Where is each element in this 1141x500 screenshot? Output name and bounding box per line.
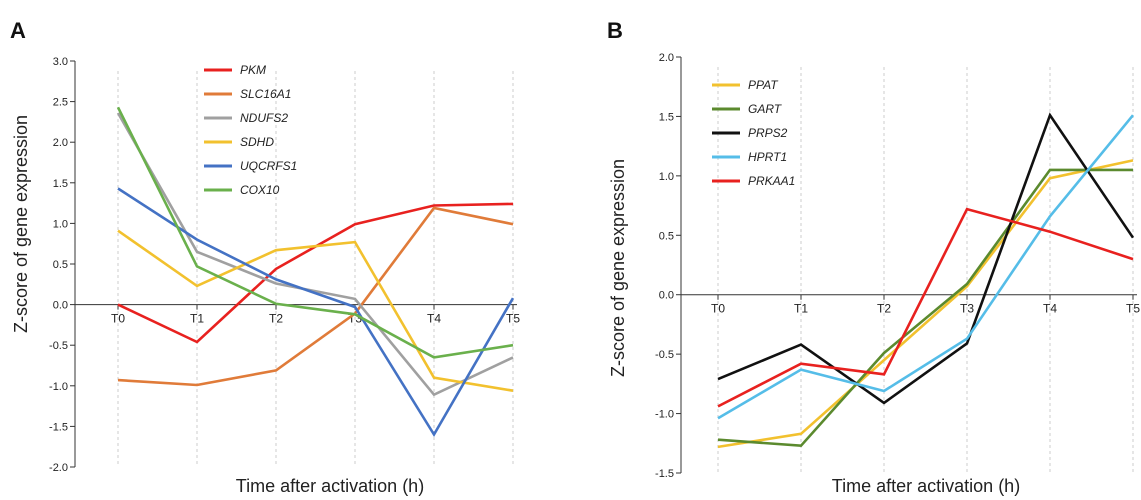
y-tick-label: 2.0 (53, 137, 68, 149)
x-tick-label: T4 (427, 312, 441, 326)
y-tick-label: 0.5 (659, 230, 674, 242)
legend-label: HPRT1 (748, 150, 787, 164)
y-tick-label: 1.5 (659, 111, 674, 123)
series-line-ppat (717, 159, 1134, 449)
x-tick-label: T5 (1126, 302, 1140, 316)
axes: 2.0 1.5 1.0 0.5 0.0 -0.5 -1.0 -1.5 T0 T1 T2 T3 T4 T5 (655, 52, 1140, 480)
series-line-sdhd (117, 229, 514, 392)
series-line-hprt1 (717, 114, 1135, 420)
x-tick-label: T3 (960, 302, 974, 316)
x-tick-label: T2 (269, 312, 283, 326)
y-tick-label: -0.5 (655, 349, 674, 361)
x-axis-title: Time after activation (h) (236, 476, 424, 496)
legend: PKM SLC16A1 NDUFS2 SDHD UQCRFS1 COX10 (204, 63, 297, 197)
x-tick-label: T0 (711, 302, 725, 316)
x-tick-label: T5 (506, 312, 520, 326)
series-line-ndufs2 (116, 112, 514, 397)
y-tick-label: 0.0 (659, 290, 674, 302)
y-tick-label: -2.0 (49, 462, 68, 474)
series-line-prkaa1 (717, 207, 1134, 408)
series-lines (116, 106, 515, 438)
y-tick-label: 1.0 (53, 218, 68, 230)
series-line-prps2 (717, 112, 1135, 405)
x-tick-label: T0 (111, 312, 125, 326)
legend-label: GART (748, 102, 783, 116)
y-tick-label: 3.0 (53, 56, 68, 68)
panel-letter-a: A (10, 18, 26, 43)
legend-label: COX10 (240, 183, 280, 197)
y-tick-label: 0.5 (53, 259, 68, 271)
y-tick-label: -1.0 (49, 381, 68, 393)
legend-label: SLC16A1 (240, 87, 291, 101)
series-lines (717, 112, 1135, 449)
panel-letter-b: B (607, 18, 623, 43)
legend-label: PRPS2 (748, 126, 788, 140)
legend-label: NDUFS2 (240, 111, 288, 125)
y-tick-label: -1.0 (655, 409, 674, 421)
gridlines (117, 71, 514, 467)
legend-label: PKM (240, 63, 266, 77)
panel-a: A Time after activation (h) Z-score of g… (10, 18, 520, 496)
legend-label: PRKAA1 (748, 174, 795, 188)
y-axis-title: Z-score of gene expression (608, 159, 628, 377)
x-tick-label: T1 (794, 302, 808, 316)
panel-b: B Time after activation (h) Z-score of g… (607, 18, 1140, 496)
y-tick-label: -0.5 (49, 340, 68, 352)
x-tick-label: T4 (1043, 302, 1057, 316)
y-tick-label: 1.0 (659, 171, 674, 183)
x-tick-label: T1 (190, 312, 204, 326)
y-tick-label: 2.0 (659, 52, 674, 64)
y-tick-label: 2.5 (53, 97, 68, 109)
y-tick-label: -1.5 (49, 421, 68, 433)
legend: PPAT GART PRPS2 HPRT1 PRKAA1 (712, 78, 795, 188)
legend-label: SDHD (240, 135, 274, 149)
legend-label: UQCRFS1 (240, 159, 297, 173)
x-tick-label: T2 (877, 302, 891, 316)
x-axis-title: Time after activation (h) (832, 476, 1020, 496)
y-tick-label: 1.5 (53, 178, 68, 190)
series-line-cox10 (116, 106, 514, 359)
y-tick-label: -1.5 (655, 468, 674, 480)
series-line-gart (717, 168, 1133, 448)
series-line-slc16a1 (117, 206, 514, 387)
legend-label: PPAT (748, 78, 779, 92)
y-tick-label: 0.0 (53, 300, 68, 312)
y-axis-title: Z-score of gene expression (11, 115, 31, 333)
series-line-uqcrfs1 (117, 187, 515, 438)
